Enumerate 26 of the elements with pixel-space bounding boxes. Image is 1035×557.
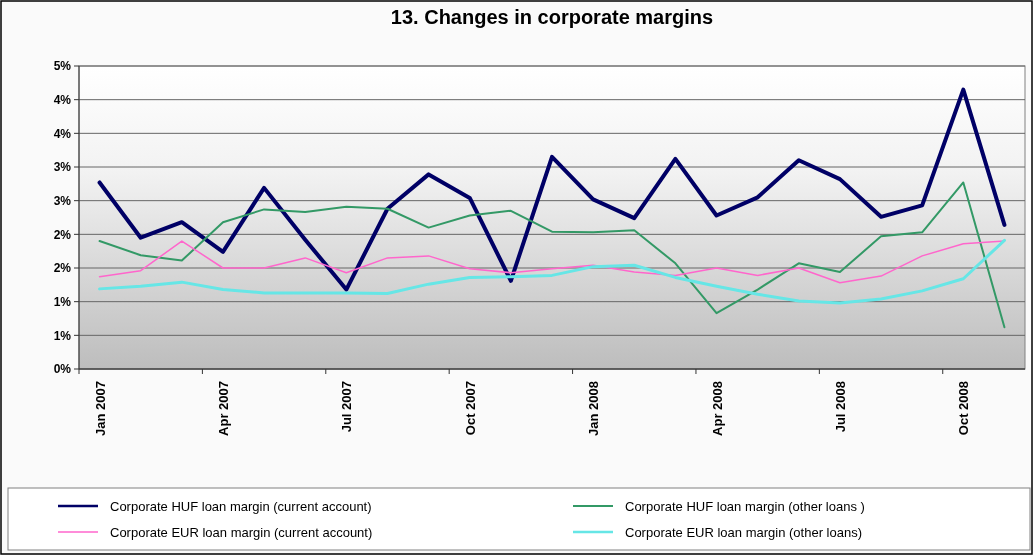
line-series <box>98 238 1006 305</box>
legend-label: Corporate HUF loan margin (current account) <box>110 498 372 514</box>
x-tick-label: Oct 2008 <box>956 381 972 436</box>
line-series <box>97 87 1007 292</box>
chart-title: 13. Changes in corporate margins <box>390 6 714 28</box>
legend-label: Corporate HUF loan margin (other loans ) <box>625 498 865 514</box>
x-tick-label: Apr 2007 <box>215 381 231 436</box>
x-tick-label: Apr 2008 <box>709 381 725 436</box>
legend-label: Corporate EUR loan margin (current account) <box>110 524 373 540</box>
y-tick-label: 2% <box>53 261 72 276</box>
y-tick-label: 5% <box>53 59 72 74</box>
x-tick-label: Jul 2008 <box>832 381 848 433</box>
y-tick-label: 2% <box>53 227 72 242</box>
y-tick-label: 1% <box>53 294 72 309</box>
y-tick-label: 4% <box>53 92 72 107</box>
y-tick-label: 3% <box>53 193 72 208</box>
x-tick-label: Jan 2007 <box>92 381 108 436</box>
y-tick-label: 3% <box>53 160 72 175</box>
y-tick-label: 0% <box>53 362 72 377</box>
legend-label: Corporate EUR loan margin (other loans) <box>625 524 862 540</box>
line-series <box>98 181 1006 329</box>
x-tick-label: Jul 2007 <box>339 381 355 433</box>
x-tick-label: Oct 2007 <box>462 381 478 436</box>
y-tick-label: 4% <box>53 126 72 141</box>
y-tick-label: 1% <box>53 328 72 343</box>
x-tick-label: Jan 2008 <box>586 381 602 436</box>
